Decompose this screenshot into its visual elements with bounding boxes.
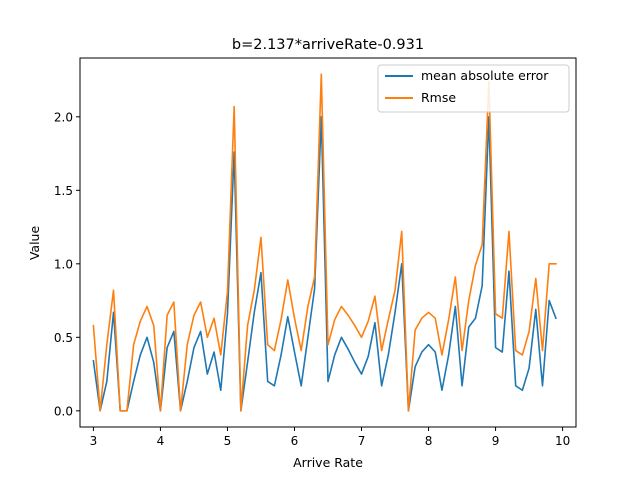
x-axis-ticks: 3 4 5 6 7 8 9 10: [90, 427, 570, 448]
legend-label-mean-absolute-error: mean absolute error: [421, 68, 549, 83]
series-line-rmse: [92, 73, 557, 412]
x-tick-label: 9: [492, 434, 500, 448]
y-tick-label: 1.5: [54, 184, 73, 198]
y-axis-label: Value: [27, 226, 42, 261]
x-tick-label: 4: [157, 434, 165, 448]
x-tick-label: 3: [90, 434, 98, 448]
legend-box: [377, 64, 570, 113]
y-tick-label: 0.0: [54, 404, 73, 418]
x-tick-label: 5: [224, 434, 232, 448]
x-tick-label: 7: [358, 434, 366, 448]
plot-frame: [79, 57, 577, 428]
chart-title: b=2.137*arriveRate-0.931: [232, 37, 424, 53]
legend: mean absolute error Rmse: [377, 64, 570, 113]
x-tick-label: 10: [555, 434, 570, 448]
y-tick-label: 0.5: [54, 331, 73, 345]
y-axis-ticks: 0.0 0.5 1.0 1.5 2.0: [54, 110, 80, 418]
y-tick-label: 2.0: [54, 110, 73, 124]
x-tick-label: 8: [425, 434, 433, 448]
legend-label-rmse: Rmse: [421, 90, 456, 105]
y-tick-label: 1.0: [54, 257, 73, 271]
series-layer: [92, 73, 557, 412]
series-line-mean-absolute-error: [92, 116, 557, 412]
x-tick-label: 6: [291, 434, 299, 448]
x-axis-label: Arrive Rate: [293, 455, 363, 470]
